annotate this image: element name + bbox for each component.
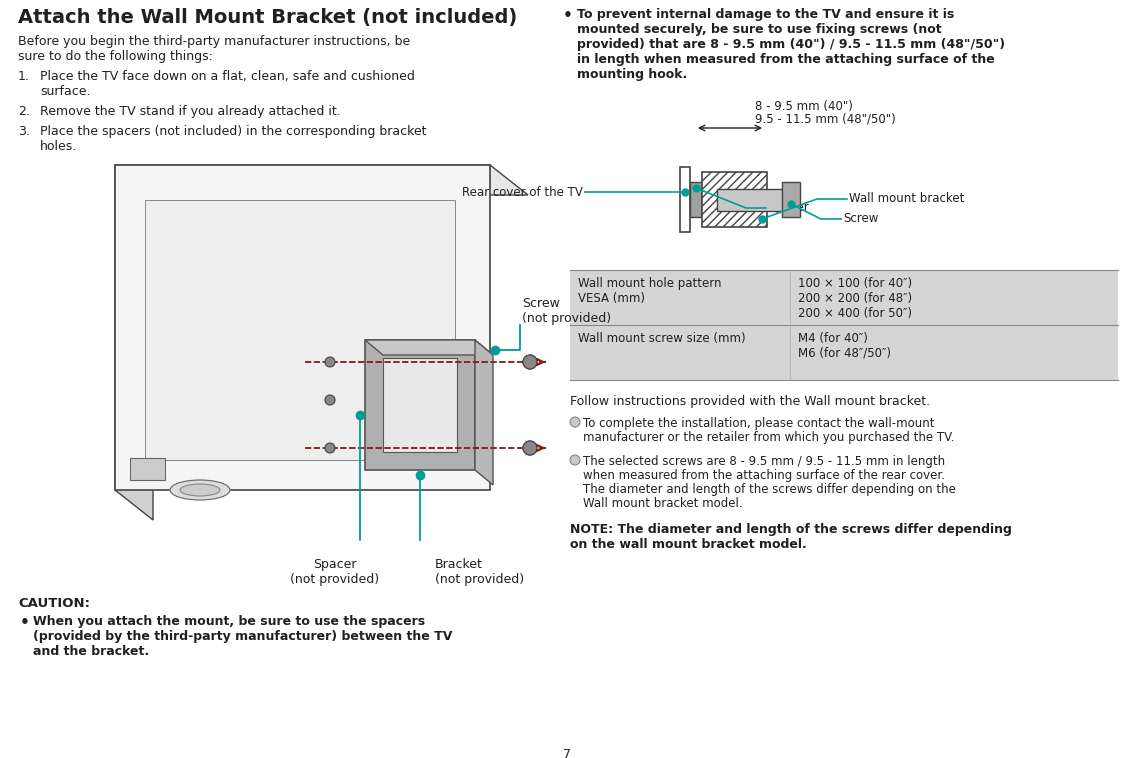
Circle shape xyxy=(523,355,538,369)
Text: Attach the Wall Mount Bracket (not included): Attach the Wall Mount Bracket (not inclu… xyxy=(18,8,517,27)
Polygon shape xyxy=(365,340,493,355)
Text: When you attach the mount, be sure to use the spacers: When you attach the mount, be sure to us… xyxy=(33,615,425,628)
Text: NOTE: The diameter and length of the screws differ depending: NOTE: The diameter and length of the scr… xyxy=(570,523,1012,536)
Bar xyxy=(570,270,1118,325)
Polygon shape xyxy=(383,358,457,452)
Text: mounted securely, be sure to use fixing screws (not: mounted securely, be sure to use fixing … xyxy=(577,23,941,36)
Text: Screw: Screw xyxy=(843,212,879,225)
Text: in length when measured from the attaching surface of the: in length when measured from the attachi… xyxy=(577,53,995,66)
Text: surface.: surface. xyxy=(40,85,91,98)
Text: 7: 7 xyxy=(562,748,572,758)
Circle shape xyxy=(325,395,335,405)
Text: sure to do the following things:: sure to do the following things: xyxy=(18,50,213,63)
Circle shape xyxy=(523,355,538,369)
Text: 1.: 1. xyxy=(18,70,29,83)
Polygon shape xyxy=(115,165,490,490)
Text: Rear cover of the TV: Rear cover of the TV xyxy=(463,186,583,199)
Text: 3.: 3. xyxy=(18,125,29,138)
Text: •: • xyxy=(562,8,573,23)
Polygon shape xyxy=(115,165,153,520)
Circle shape xyxy=(523,441,538,455)
Text: M4 (for 40″): M4 (for 40″) xyxy=(798,332,868,345)
Text: provided) that are 8 - 9.5 mm (40") / 9.5 - 11.5 mm (48"/50"): provided) that are 8 - 9.5 mm (40") / 9.… xyxy=(577,38,1005,51)
Circle shape xyxy=(325,443,335,453)
Text: manufacturer or the retailer from which you purchased the TV.: manufacturer or the retailer from which … xyxy=(583,431,955,444)
Text: To complete the installation, please contact the wall-mount: To complete the installation, please con… xyxy=(583,417,934,430)
Text: Before you begin the third-party manufacturer instructions, be: Before you begin the third-party manufac… xyxy=(18,35,411,48)
Circle shape xyxy=(570,455,579,465)
Ellipse shape xyxy=(170,480,230,500)
Text: To prevent internal damage to the TV and ensure it is: To prevent internal damage to the TV and… xyxy=(577,8,954,21)
Text: 200 × 400 (for 50″): 200 × 400 (for 50″) xyxy=(798,307,912,320)
Text: when measured from the attaching surface of the rear cover.: when measured from the attaching surface… xyxy=(583,469,945,482)
Bar xyxy=(570,325,1118,380)
Polygon shape xyxy=(145,200,455,460)
Text: CAUTION:: CAUTION: xyxy=(18,597,90,610)
Bar xyxy=(689,182,702,217)
Polygon shape xyxy=(365,340,475,470)
Bar xyxy=(680,167,689,232)
Text: •: • xyxy=(20,615,29,630)
Text: (provided by the third-party manufacturer) between the TV: (provided by the third-party manufacture… xyxy=(33,630,452,643)
Circle shape xyxy=(523,441,538,455)
Text: M6 (for 48″/50″): M6 (for 48″/50″) xyxy=(798,347,891,360)
Text: 2.: 2. xyxy=(18,105,29,118)
Text: The selected screws are 8 - 9.5 mm / 9.5 - 11.5 mm in length: The selected screws are 8 - 9.5 mm / 9.5… xyxy=(583,455,945,468)
Polygon shape xyxy=(115,165,528,195)
Bar xyxy=(717,189,790,211)
Text: holes.: holes. xyxy=(40,140,77,153)
Text: Wall mount bracket model.: Wall mount bracket model. xyxy=(583,497,743,510)
Text: mounting hook.: mounting hook. xyxy=(577,68,687,81)
Text: VESA (mm): VESA (mm) xyxy=(578,292,645,305)
Bar xyxy=(702,172,767,227)
Text: Wall mount screw size (mm): Wall mount screw size (mm) xyxy=(578,332,746,345)
Text: 9.5 - 11.5 mm (48"/50"): 9.5 - 11.5 mm (48"/50") xyxy=(755,113,896,126)
Circle shape xyxy=(570,417,579,427)
Text: Remove the TV stand if you already attached it.: Remove the TV stand if you already attac… xyxy=(40,105,340,118)
Text: Bracket
(not provided): Bracket (not provided) xyxy=(435,558,524,586)
Text: 100 × 100 (for 40″): 100 × 100 (for 40″) xyxy=(798,277,912,290)
Text: Spacer: Spacer xyxy=(768,202,809,215)
Text: 8 - 9.5 mm (40"): 8 - 9.5 mm (40") xyxy=(755,100,853,113)
Text: 200 × 200 (for 48″): 200 × 200 (for 48″) xyxy=(798,292,912,305)
Text: Place the spacers (not included) in the corresponding bracket: Place the spacers (not included) in the … xyxy=(40,125,426,138)
Circle shape xyxy=(325,357,335,367)
Text: Place the TV face down on a flat, clean, safe and cushioned: Place the TV face down on a flat, clean,… xyxy=(40,70,415,83)
Text: Wall mount bracket: Wall mount bracket xyxy=(849,193,964,205)
Text: on the wall mount bracket model.: on the wall mount bracket model. xyxy=(570,538,806,551)
Bar xyxy=(130,458,166,480)
Text: Follow instructions provided with the Wall mount bracket.: Follow instructions provided with the Wa… xyxy=(570,395,930,408)
Text: Wall mount hole pattern: Wall mount hole pattern xyxy=(578,277,721,290)
Bar xyxy=(782,182,799,217)
Text: Screw
(not provided): Screw (not provided) xyxy=(522,297,611,325)
Polygon shape xyxy=(475,340,493,485)
Text: Spacer
(not provided): Spacer (not provided) xyxy=(290,558,380,586)
Ellipse shape xyxy=(180,484,220,496)
Text: The diameter and length of the screws differ depending on the: The diameter and length of the screws di… xyxy=(583,483,956,496)
Text: and the bracket.: and the bracket. xyxy=(33,645,150,658)
